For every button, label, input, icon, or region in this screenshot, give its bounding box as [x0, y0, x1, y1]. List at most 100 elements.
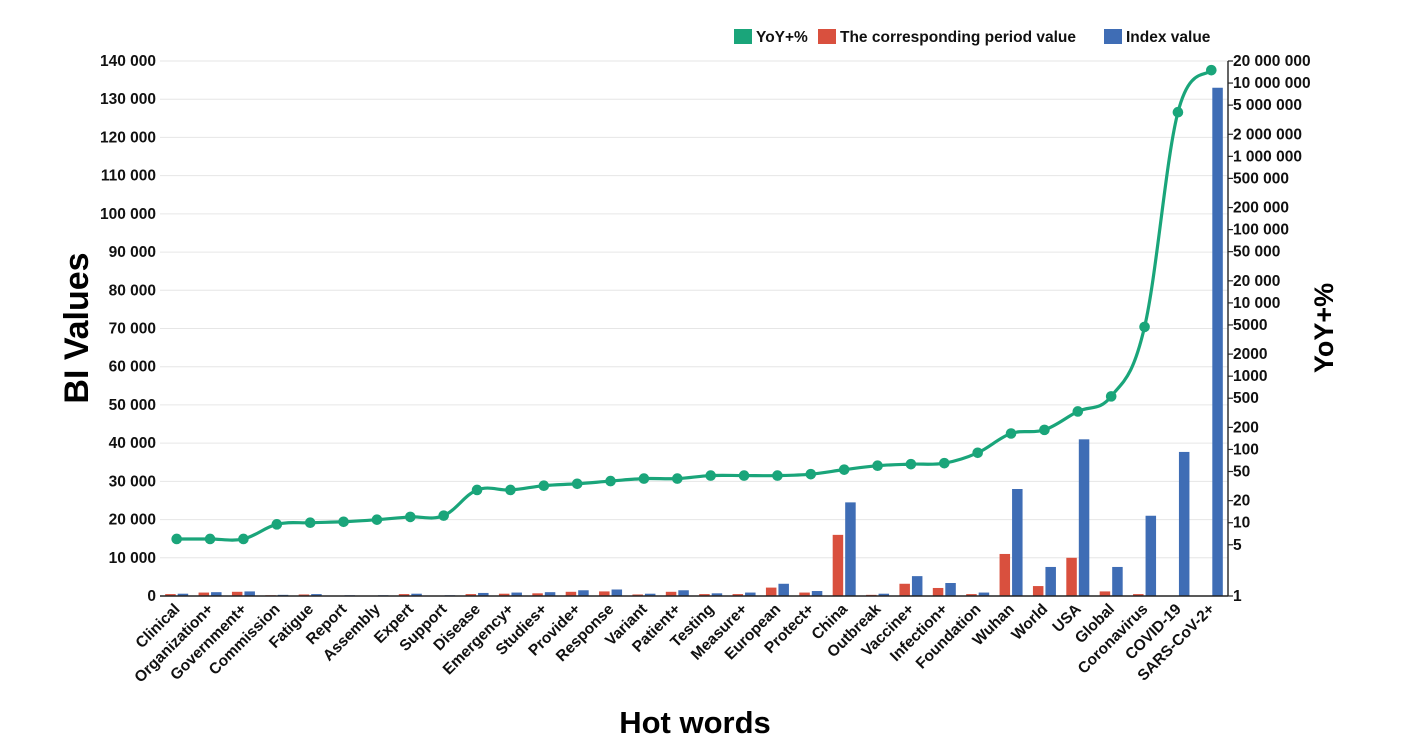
yoy-point-commission [271, 519, 283, 530]
bar-index-covid-19 [1178, 451, 1190, 596]
bar-corresponding-organization- [198, 592, 210, 596]
bar-corresponding-expert [398, 594, 410, 596]
bar-index-global [1112, 566, 1123, 596]
yoy-point-covid-19 [1172, 106, 1184, 118]
y2-tick-label: 10 000 000 [1233, 75, 1311, 92]
yoy-point-clinical [171, 533, 182, 545]
y2-tick-label: 100 000 [1233, 222, 1289, 239]
y-tick-label: 110 000 [101, 168, 156, 185]
bar-index-provide- [578, 590, 589, 596]
bar-corresponding-studies- [532, 593, 543, 596]
bar-index-response [611, 589, 623, 596]
y-axis-title: BI Values [58, 252, 96, 403]
yoy-point-foundation [972, 447, 983, 459]
y2-tick-label: 50 [1233, 464, 1250, 481]
right-axis: 1 5 10 20 50 100 200 500 1000 2000 5000 10 000 20 00… [1227, 53, 1311, 605]
yoy-point-emergency- [505, 484, 516, 496]
bar-index-wuhan [1012, 489, 1023, 596]
bar-index-expert [411, 593, 422, 596]
bar-index-vaccine- [911, 576, 923, 596]
bar-index-emergency- [511, 592, 522, 596]
y2-tick-label: 20 [1233, 493, 1250, 510]
legend-swatch-yoy [734, 29, 752, 44]
bar-index-world [1045, 566, 1056, 596]
yoy-point-response [605, 475, 616, 487]
y2-axis-title: YoY+% [1309, 283, 1339, 373]
y2-tick-label: 100 [1233, 441, 1259, 458]
yoy-point-global [1105, 391, 1117, 402]
legend: YoY+% The corresponding period value Ind… [734, 29, 1211, 46]
bar-index-protect- [811, 591, 823, 596]
x-tick-label: World [1008, 601, 1051, 644]
bar-index-organization- [211, 592, 222, 596]
yoy-point-protect- [805, 468, 817, 480]
y2-tick-label: 1000 [1233, 368, 1267, 385]
yoy-point-measure- [738, 470, 750, 481]
y2-tick-label: 500 [1233, 390, 1259, 407]
gridlines [160, 60, 1228, 559]
y-tick-label: 50 000 [109, 397, 156, 414]
y2-tick-label: 200 [1233, 419, 1259, 436]
bar-index-outbreak [878, 593, 890, 596]
yoy-point-testing [705, 470, 716, 481]
bar-index-coronavirus [1145, 515, 1157, 596]
yoy-point-provide- [571, 478, 583, 490]
yoy-point-outbreak [872, 460, 883, 472]
y2-tick-label: 20 000 [1233, 273, 1280, 290]
y2-tick-label: 50 000 [1233, 244, 1280, 261]
y-tick-label: 10 000 [109, 550, 156, 567]
y-tick-label: 140 000 [100, 53, 156, 70]
legend-label-corresponding: The corresponding period value [840, 29, 1076, 46]
yoy-point-sars-cov-2- [1206, 64, 1217, 76]
bar-corresponding-variant [632, 594, 643, 596]
yoy-point-vaccine- [905, 458, 917, 470]
y2-tick-label: 10 [1233, 515, 1250, 532]
bar-corresponding-disease [465, 594, 477, 596]
bar-index-fatigue [311, 594, 322, 596]
y-tick-label: 90 000 [109, 244, 156, 261]
yoy-point-assembly [371, 514, 383, 525]
yoy-point-world [1039, 424, 1050, 436]
bar-index-infection- [945, 583, 956, 596]
yoy-point-china [838, 464, 850, 475]
yoy-point-government- [238, 533, 249, 545]
y2-tick-label: 10 000 [1233, 295, 1280, 312]
bar-index-china [845, 502, 856, 596]
bar-index-measure- [745, 592, 756, 596]
yoy-point-patient- [672, 473, 683, 484]
bar-index-sars-cov-2- [1212, 87, 1223, 596]
yoy-point-infection- [939, 457, 950, 469]
y2-tick-label: 20 000 000 [1233, 53, 1311, 70]
yoy-point-european [772, 470, 783, 481]
bar-index-clinical [177, 593, 189, 596]
yoy-point-expert [405, 511, 416, 523]
bar-corresponding-infection- [932, 587, 944, 596]
yoy-point-usa [1072, 406, 1084, 417]
y-tick-label: 60 000 [109, 359, 156, 376]
y-tick-label: 70 000 [109, 321, 156, 338]
bar-corresponding-patient- [665, 591, 677, 596]
y-tick-label: 40 000 [109, 435, 156, 452]
bar-corresponding-protect- [799, 592, 810, 596]
y2-tick-label: 2 000 000 [1233, 126, 1302, 143]
legend-swatch-corresponding [818, 29, 836, 44]
x-axis: ClinicalOrganization+Government+Commissi… [131, 595, 1228, 686]
bar-corresponding-global [1099, 591, 1111, 596]
y2-tick-label: 1 [1233, 588, 1242, 605]
bar-index-government- [244, 591, 255, 596]
bar-index-foundation [978, 592, 990, 596]
yoy-line [176, 68, 1213, 542]
yoy-point-fatigue [304, 517, 316, 529]
bar-corresponding-china [832, 534, 844, 596]
yoy-point-wuhan [1005, 428, 1017, 439]
bar-corresponding-coronavirus [1133, 594, 1144, 596]
bar-index-european [778, 583, 789, 596]
bar-corresponding-government- [231, 591, 243, 596]
bar-corresponding-wuhan [999, 553, 1011, 596]
bar-corresponding-european [765, 587, 777, 596]
bar-corresponding-usa [1066, 557, 1077, 596]
y2-tick-label: 5 [1233, 537, 1242, 554]
legend-label-index: Index value [1126, 29, 1211, 46]
legend-label-yoy: YoY+% [756, 29, 808, 46]
